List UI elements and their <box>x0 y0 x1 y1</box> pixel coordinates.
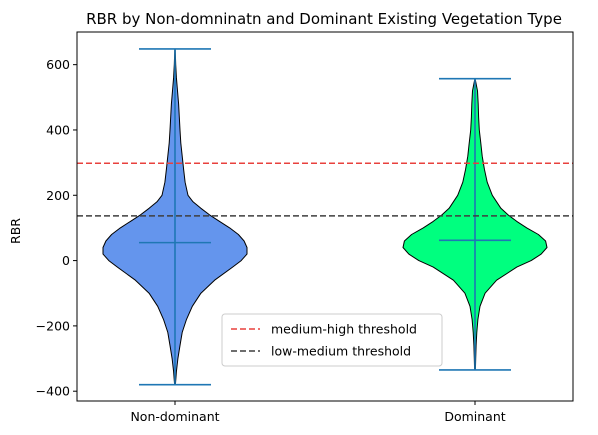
y-tick-label: −400 <box>36 384 70 399</box>
legend-label: medium-high threshold <box>271 322 417 337</box>
axes: −400 −200 0 200 400 600 Non-dominant Dominant <box>36 31 574 424</box>
y-tick-label: 200 <box>46 188 70 203</box>
legend-label: low-medium threshold <box>271 344 411 359</box>
legend-box <box>221 313 443 367</box>
chart-title: RBR by Non-domninatn and Dominant Existi… <box>86 10 562 28</box>
y-tick-label: 400 <box>46 122 70 137</box>
x-tick-label: Dominant <box>444 409 505 424</box>
y-tick-label: 0 <box>62 253 70 268</box>
violin-dominant <box>402 77 548 371</box>
y-axis-label: RBR <box>8 218 23 244</box>
y-tick-label: −200 <box>36 318 70 333</box>
violin-non-dominant <box>102 48 248 386</box>
x-tick-label: Non-dominant <box>130 409 219 424</box>
legend: medium-high threshold low-medium threshol… <box>221 313 443 367</box>
plot-area <box>77 48 573 386</box>
axes-frame <box>76 31 574 402</box>
y-tick-label: 600 <box>46 57 70 72</box>
